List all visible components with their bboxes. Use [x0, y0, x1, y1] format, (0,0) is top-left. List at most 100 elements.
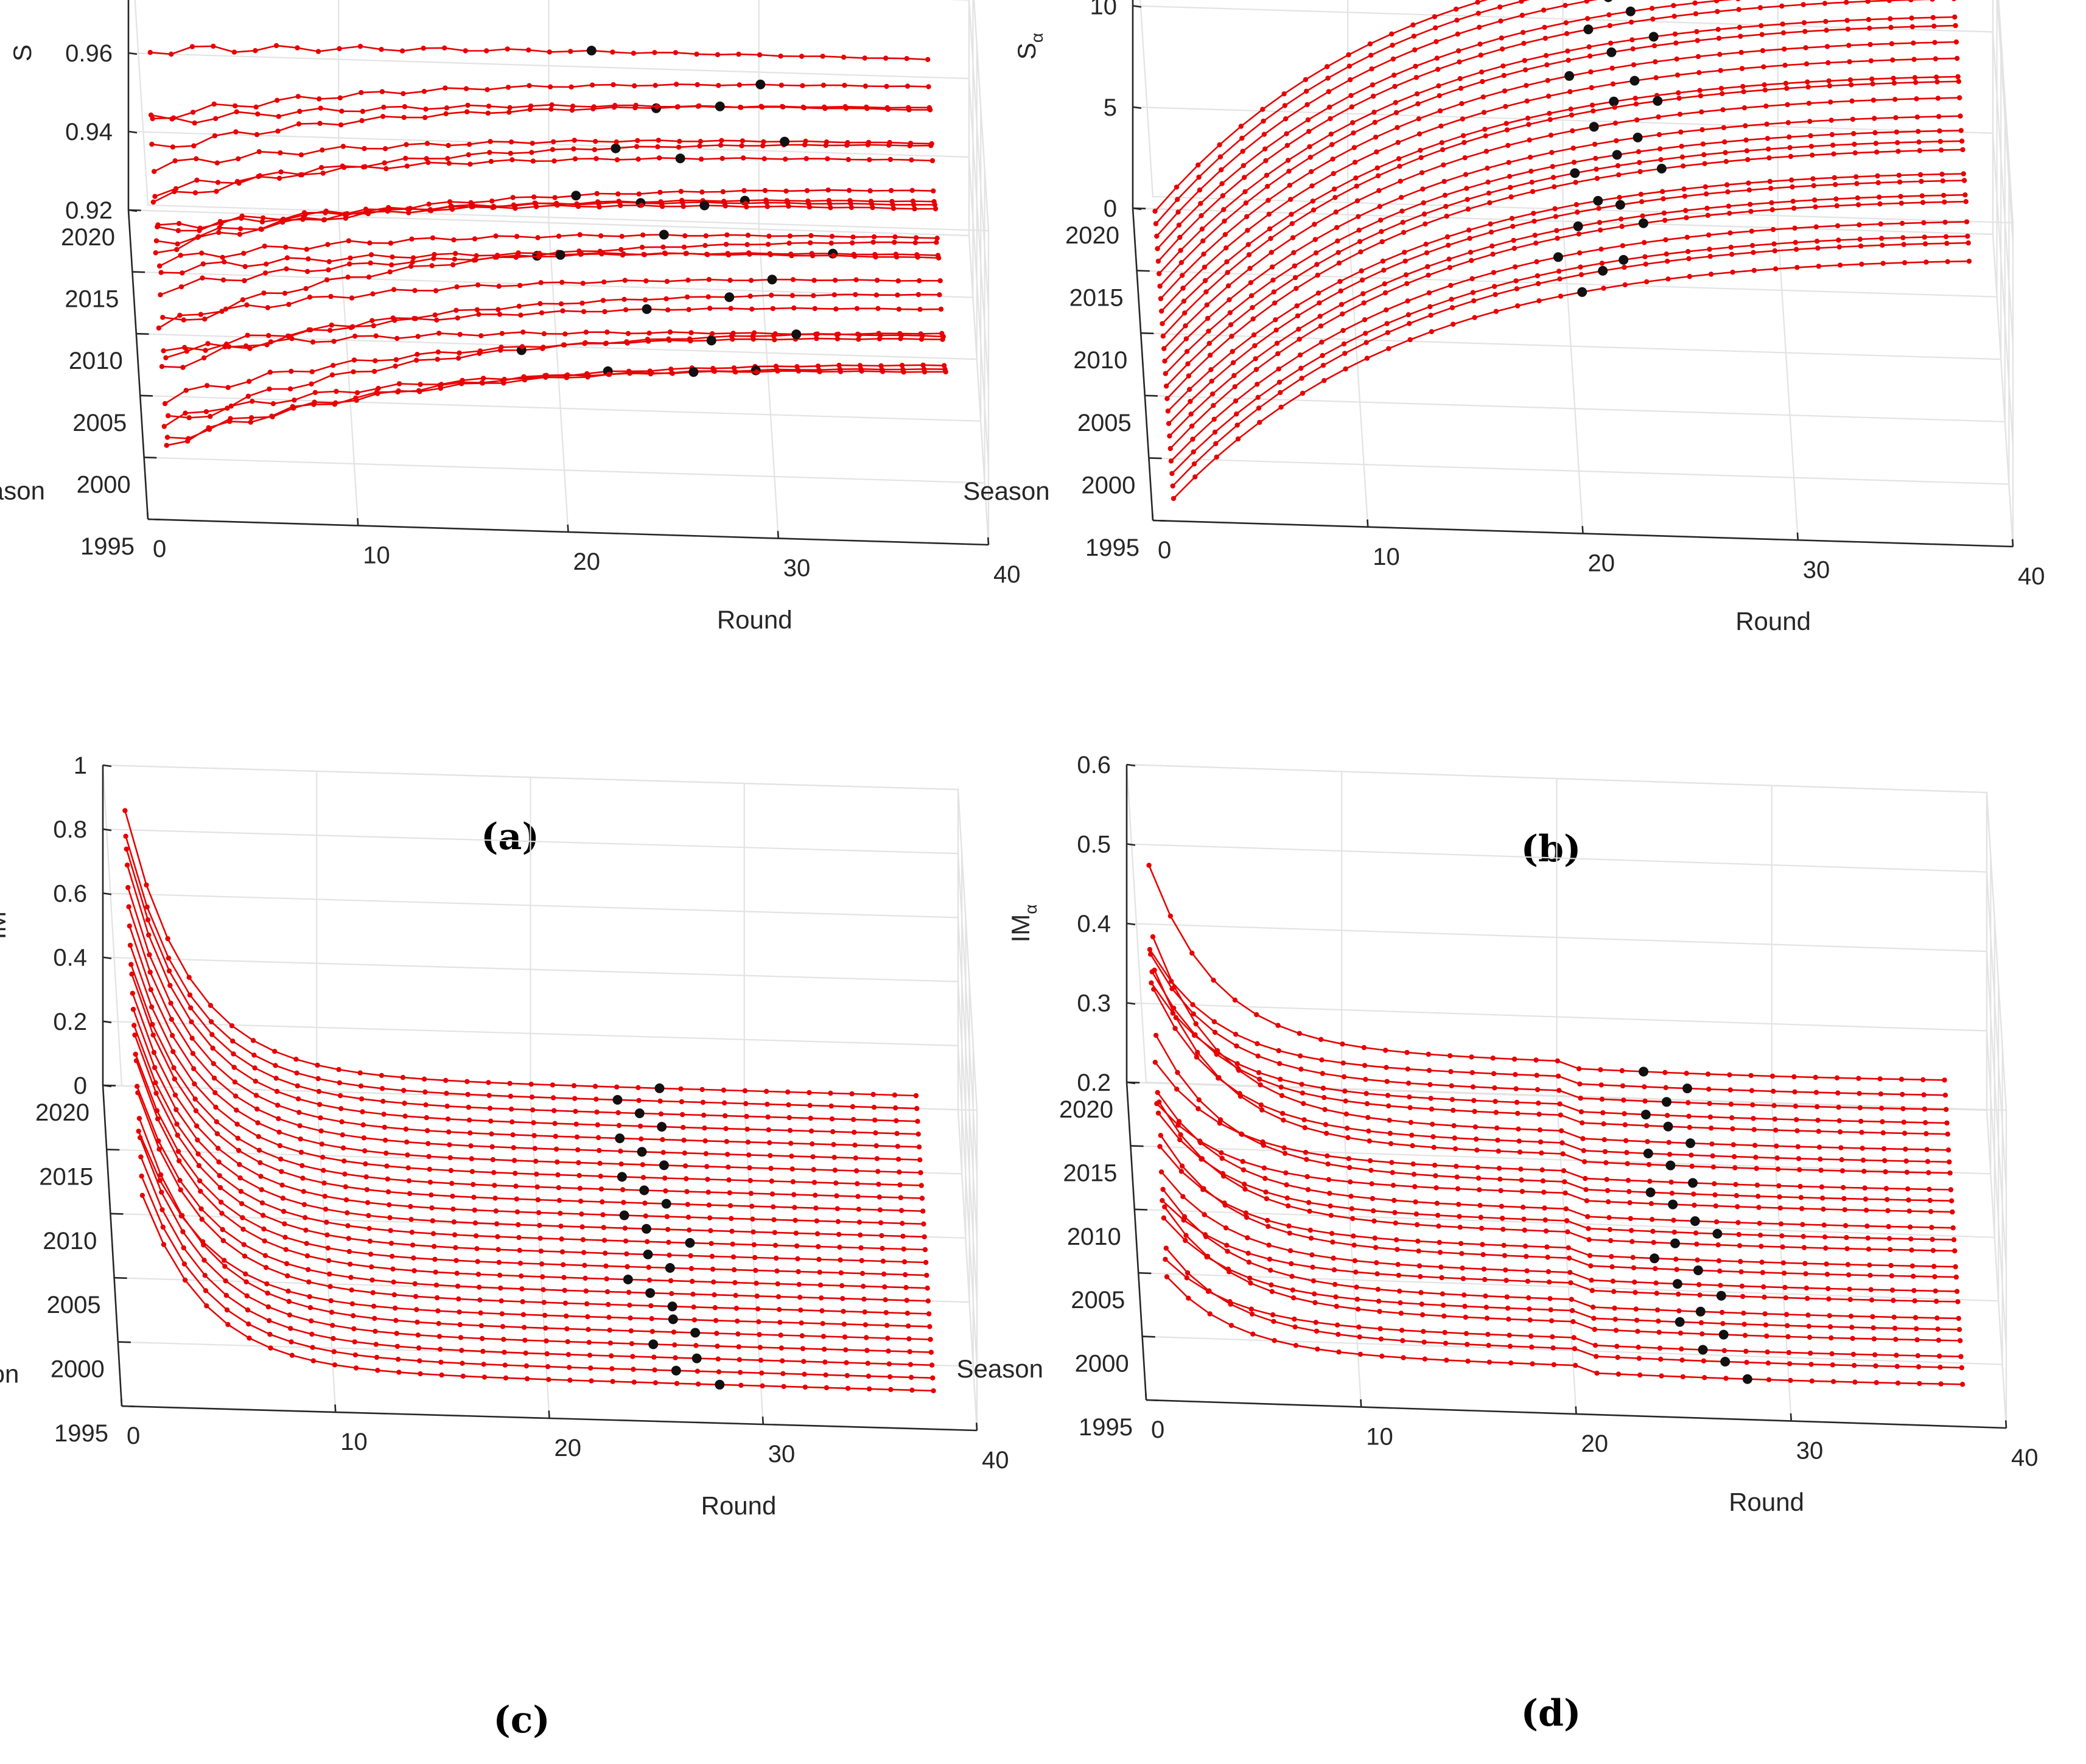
data-point [610, 49, 615, 55]
z-axis-label-subscript: α [1027, 33, 1046, 43]
data-point [1764, 1333, 1769, 1339]
data-point [1232, 384, 1237, 390]
data-point [388, 1241, 394, 1246]
data-point [1325, 75, 1331, 81]
data-point [1452, 1135, 1457, 1141]
data-point [1217, 154, 1223, 159]
data-point [1440, 147, 1446, 153]
data-point [1374, 165, 1380, 171]
data-point [402, 1113, 408, 1119]
data-point [296, 121, 302, 127]
data-point [224, 1307, 230, 1313]
data-point [295, 45, 300, 51]
data-point [1630, 46, 1636, 52]
data-point [234, 1121, 240, 1127]
data-point [1478, 1214, 1483, 1220]
data-point [1477, 24, 1482, 30]
data-point [1384, 1079, 1390, 1084]
data-point [1193, 1021, 1199, 1027]
data-point [1333, 1294, 1339, 1300]
data-point [894, 1131, 900, 1136]
data-point [787, 1128, 793, 1133]
data-point [801, 105, 807, 111]
z-tick-label: 0.94 [65, 119, 113, 145]
data-point [1719, 1309, 1725, 1315]
highlight-point [1612, 150, 1622, 160]
data-point [1636, 1356, 1642, 1361]
data-point [267, 369, 273, 375]
highlight-point [1606, 47, 1617, 57]
highlight-point [1670, 1238, 1680, 1248]
data-point [1387, 1118, 1392, 1123]
data-point [259, 226, 264, 232]
data-point [1448, 1069, 1454, 1074]
data-point [690, 1292, 696, 1297]
data-point [1446, 256, 1452, 262]
data-point [825, 187, 831, 193]
data-point [1395, 1247, 1400, 1252]
highlight-point [639, 1185, 649, 1195]
data-point [1622, 264, 1627, 270]
data-point [351, 1313, 356, 1318]
data-point [450, 262, 456, 268]
data-point [1474, 1136, 1479, 1142]
data-point [496, 1259, 502, 1265]
data-point [330, 1323, 335, 1328]
data-point [1222, 232, 1228, 237]
data-point [1622, 1122, 1628, 1128]
data-point [1424, 250, 1430, 256]
data-point [1785, 102, 1790, 108]
data-point [1357, 1334, 1362, 1340]
data-point [1422, 1356, 1428, 1362]
data-point [1420, 186, 1426, 192]
data-point [670, 371, 676, 376]
data-point [796, 1269, 801, 1275]
data-point [1245, 242, 1251, 247]
data-point [1160, 1186, 1166, 1192]
data-point [1899, 220, 1905, 226]
data-point [1771, 241, 1777, 247]
data-point [326, 267, 331, 273]
data-point [1911, 1273, 1916, 1279]
data-point [682, 1150, 688, 1156]
data-point [1483, 1293, 1488, 1299]
round-tick-label: 20 [1581, 1430, 1609, 1457]
data-point [1278, 1076, 1283, 1082]
data-point [916, 1144, 922, 1150]
data-point [1289, 1261, 1294, 1267]
data-point [747, 1165, 752, 1171]
data-point [1342, 1088, 1348, 1094]
data-point [874, 1156, 880, 1161]
data-point [1612, 1305, 1617, 1311]
highlight-point [619, 1210, 629, 1220]
data-point [1737, 1243, 1743, 1248]
data-point [474, 1246, 480, 1251]
data-point [1745, 157, 1751, 163]
data-point [1241, 1167, 1247, 1173]
data-point [1272, 300, 1278, 306]
data-point [1485, 180, 1491, 185]
data-point [1482, 1276, 1488, 1283]
data-point [1240, 149, 1245, 154]
data-point [412, 1281, 418, 1287]
data-point [1741, 1321, 1747, 1327]
data-point [480, 380, 485, 386]
data-point [1863, 1196, 1869, 1202]
data-point [1542, 1217, 1548, 1223]
data-point [1416, 1263, 1423, 1269]
data-point [519, 1273, 524, 1279]
data-point [354, 397, 359, 403]
data-point [1588, 1263, 1594, 1269]
highlight-point [1742, 1374, 1752, 1384]
data-point [1479, 1225, 1485, 1231]
data-point [561, 342, 567, 348]
data-point [382, 1124, 387, 1130]
data-point [199, 250, 205, 256]
data-point [610, 1379, 615, 1384]
data-point [1586, 1237, 1592, 1242]
data-point [1773, 1127, 1779, 1133]
data-point [223, 1293, 229, 1298]
data-point [1419, 1312, 1426, 1318]
data-point [161, 424, 167, 429]
